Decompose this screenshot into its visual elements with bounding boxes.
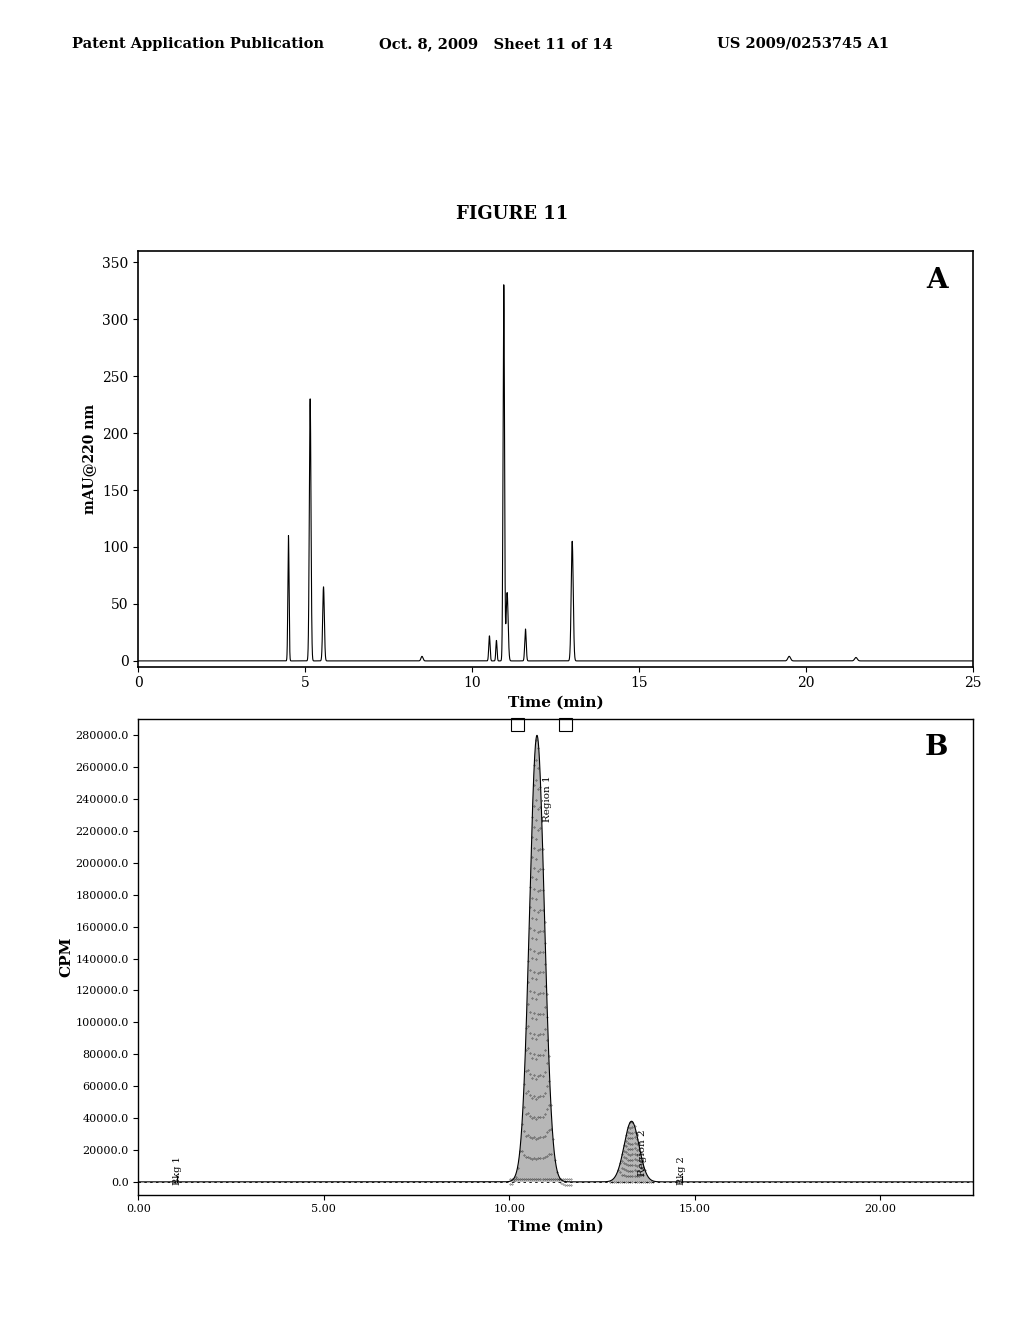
Text: US 2009/0253745 A1: US 2009/0253745 A1 <box>717 37 889 51</box>
Text: A: A <box>926 268 948 294</box>
X-axis label: Time (min): Time (min) <box>508 696 603 710</box>
Text: Region 2: Region 2 <box>638 1129 647 1176</box>
Y-axis label: mAU@220 nm: mAU@220 nm <box>83 404 96 513</box>
X-axis label: Time (min): Time (min) <box>508 1220 603 1234</box>
Text: Patent Application Publication: Patent Application Publication <box>72 37 324 51</box>
Bar <box>559 718 572 730</box>
Text: Bkg 1: Bkg 1 <box>173 1156 181 1185</box>
Text: B: B <box>925 734 948 760</box>
Text: Bkg 2: Bkg 2 <box>677 1156 686 1185</box>
Bar <box>511 718 524 730</box>
Text: Region 1: Region 1 <box>544 775 552 822</box>
Text: FIGURE 11: FIGURE 11 <box>456 205 568 223</box>
Y-axis label: CPM: CPM <box>59 937 74 977</box>
Text: Oct. 8, 2009   Sheet 11 of 14: Oct. 8, 2009 Sheet 11 of 14 <box>379 37 612 51</box>
